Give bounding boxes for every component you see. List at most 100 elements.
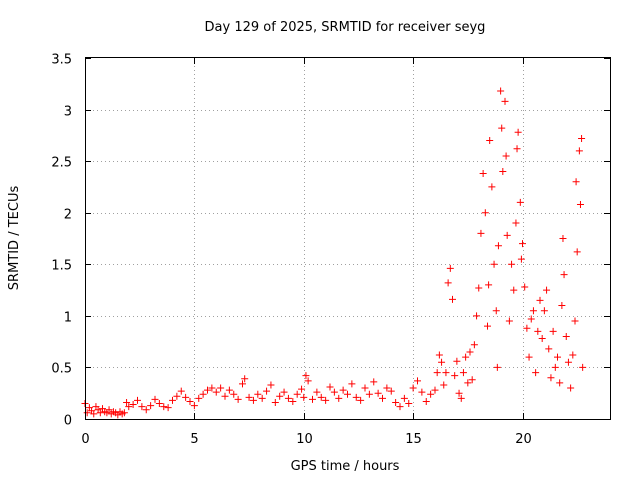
data-point — [510, 286, 518, 294]
data-point — [173, 392, 181, 400]
data-point — [547, 374, 555, 382]
data-point — [479, 170, 487, 178]
data-point — [442, 369, 450, 377]
data-point — [451, 372, 459, 380]
data-point — [551, 363, 559, 371]
data-point — [90, 410, 98, 418]
data-points — [81, 87, 587, 419]
data-point — [508, 260, 516, 268]
data-point — [549, 327, 557, 335]
data-point — [352, 393, 360, 401]
data-point — [245, 393, 253, 401]
data-point — [485, 281, 493, 289]
data-point — [455, 389, 463, 397]
data-point — [558, 302, 566, 310]
data-point — [204, 386, 211, 394]
data-point — [357, 396, 365, 404]
data-point — [562, 332, 570, 340]
data-point — [503, 231, 511, 239]
data-point — [418, 388, 426, 396]
data-point — [525, 353, 533, 361]
data-point — [449, 295, 456, 303]
data-point — [151, 395, 159, 403]
data-point — [556, 379, 564, 387]
data-point — [571, 317, 579, 325]
data-point — [302, 372, 310, 380]
x-tick-label: 0 — [81, 432, 89, 447]
y-axis: 0 0.5 1 1.5 2 2.5 3 3.5 — [51, 53, 610, 429]
chart-title: Day 129 of 2025, SRMTID for receiver sey… — [205, 20, 486, 35]
data-point — [344, 390, 351, 398]
data-point — [540, 307, 548, 315]
data-point — [199, 390, 207, 398]
data-point — [499, 167, 507, 175]
data-point — [529, 307, 537, 315]
data-point — [493, 363, 501, 371]
data-point — [298, 385, 306, 393]
data-point — [142, 406, 150, 414]
data-point — [177, 387, 185, 395]
x-tick-label: 20 — [515, 432, 532, 447]
data-point — [490, 260, 498, 268]
data-point — [444, 279, 452, 287]
data-point — [123, 398, 131, 406]
data-point — [538, 335, 546, 343]
data-point — [392, 398, 400, 406]
data-point — [400, 394, 408, 402]
data-point — [330, 388, 338, 396]
y-tick-label: 3 — [64, 105, 72, 120]
data-point — [155, 400, 163, 408]
data-point — [322, 396, 330, 404]
data-point — [514, 128, 522, 136]
data-point — [280, 388, 288, 396]
data-point — [304, 377, 312, 385]
data-point — [83, 409, 91, 417]
data-point — [494, 242, 502, 250]
data-point — [313, 388, 321, 396]
x-axis: 0 5 10 15 20 — [81, 58, 532, 447]
data-point — [379, 394, 386, 402]
data-point — [164, 404, 172, 412]
data-point — [239, 380, 246, 388]
data-point — [440, 381, 448, 389]
data-point — [543, 286, 551, 294]
data-point — [147, 402, 155, 410]
data-point — [326, 383, 334, 391]
data-point — [532, 369, 540, 377]
data-point — [317, 393, 325, 401]
data-point — [263, 387, 271, 395]
data-point — [579, 363, 587, 371]
data-point — [212, 388, 220, 396]
data-point — [134, 396, 141, 404]
data-point — [466, 348, 474, 356]
data-point — [335, 394, 343, 402]
data-point — [422, 397, 430, 405]
data-point — [365, 390, 373, 398]
x-tick-label: 10 — [296, 432, 313, 447]
data-point — [120, 409, 128, 417]
y-tick-label: 2 — [64, 208, 72, 223]
data-point — [505, 317, 513, 325]
data-point — [409, 384, 417, 392]
data-point — [431, 386, 439, 394]
data-point — [457, 394, 465, 402]
data-point — [125, 403, 133, 411]
data-point — [578, 134, 586, 142]
y-tick-label: 2.5 — [51, 156, 72, 171]
data-point — [564, 358, 572, 366]
data-point — [473, 312, 481, 320]
data-point — [513, 145, 521, 153]
data-point — [459, 369, 467, 377]
data-point — [348, 380, 356, 388]
data-point — [484, 322, 491, 330]
data-point — [186, 397, 194, 405]
data-point — [225, 386, 233, 394]
data-point — [462, 353, 470, 361]
data-point — [523, 324, 531, 332]
data-point — [217, 384, 225, 392]
data-point — [560, 271, 568, 279]
grid-layer — [85, 58, 610, 419]
data-point — [230, 390, 238, 398]
data-point — [414, 377, 421, 385]
